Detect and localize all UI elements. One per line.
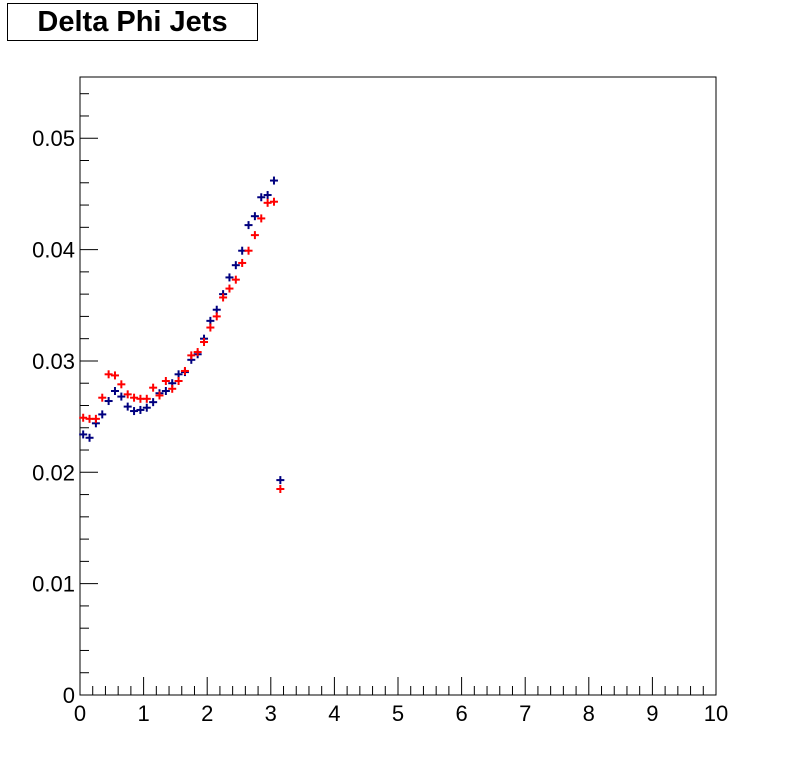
x-axis-tick-labels: 0 1 2 3 4 5 6 7 8 9 10 (74, 701, 728, 726)
y-axis-ticks (80, 93, 98, 696)
x-tick-label: 5 (392, 701, 404, 726)
data-point (98, 410, 107, 419)
data-point (180, 366, 189, 375)
data-point (231, 275, 240, 284)
y-axis-tick-labels: 0 0.01 0.02 0.03 0.04 0.05 (32, 126, 75, 708)
data-point (104, 397, 113, 406)
y-tick-label: 0.02 (32, 460, 75, 485)
x-tick-label: 1 (137, 701, 149, 726)
data-point (187, 351, 196, 360)
data-point (206, 316, 215, 325)
x-tick-label: 7 (519, 701, 531, 726)
y-tick-label: 0.03 (32, 349, 75, 374)
data-point (168, 384, 177, 393)
data-point (110, 371, 119, 380)
plot-frame (79, 76, 717, 696)
data-point (110, 387, 119, 396)
data-point (200, 338, 209, 347)
data-point (117, 380, 126, 389)
data-point (123, 390, 132, 399)
data-point (104, 370, 113, 379)
series-1 (79, 176, 285, 485)
data-point (244, 246, 253, 255)
data-point (250, 231, 259, 240)
data-point (142, 403, 151, 412)
data-point (123, 402, 132, 411)
data-point (85, 433, 94, 442)
data-point (263, 191, 272, 200)
x-tick-label: 4 (328, 701, 340, 726)
data-point (206, 323, 215, 332)
data-point (174, 370, 183, 379)
data-point (149, 383, 158, 392)
data-point (136, 405, 145, 414)
data-point (244, 221, 253, 230)
data-point (130, 393, 139, 402)
data-point (257, 193, 266, 202)
data-point (257, 214, 266, 223)
data-point (98, 393, 107, 402)
data-point (276, 485, 285, 493)
data-point (155, 391, 164, 400)
data-point (263, 198, 272, 207)
data-point (250, 212, 259, 221)
chart-title: Delta Phi Jets (37, 5, 228, 38)
data-points (79, 176, 285, 493)
data-point (212, 312, 221, 321)
y-tick-label: 0 (63, 683, 75, 708)
data-point (269, 197, 278, 206)
data-point (149, 398, 158, 407)
x-tick-label: 0 (74, 701, 86, 726)
data-point (174, 376, 183, 385)
x-tick-label: 8 (583, 701, 595, 726)
x-tick-label: 2 (201, 701, 213, 726)
data-point (276, 476, 285, 485)
x-axis-ticks (79, 677, 717, 695)
x-tick-label: 3 (265, 701, 277, 726)
data-point (161, 376, 170, 385)
chart-title-box: Delta Phi Jets (7, 3, 258, 41)
data-point (212, 305, 221, 314)
data-point (193, 348, 202, 357)
data-point (91, 414, 100, 423)
data-point (231, 261, 240, 270)
data-point (238, 258, 247, 267)
data-point (117, 392, 126, 401)
data-point (219, 293, 228, 302)
data-point (225, 284, 234, 293)
data-point (79, 413, 88, 422)
data-point (269, 176, 278, 185)
data-point (79, 430, 88, 439)
x-tick-label: 9 (646, 701, 658, 726)
x-tick-label: 10 (704, 701, 728, 726)
data-point (142, 394, 151, 403)
data-point (130, 407, 139, 416)
series-2 (79, 197, 285, 493)
data-point (161, 387, 170, 396)
y-tick-label: 0.01 (32, 572, 75, 597)
x-tick-label: 6 (455, 701, 467, 726)
data-point (225, 273, 234, 282)
y-tick-label: 0.05 (32, 126, 75, 151)
y-tick-label: 0.04 (32, 238, 75, 263)
